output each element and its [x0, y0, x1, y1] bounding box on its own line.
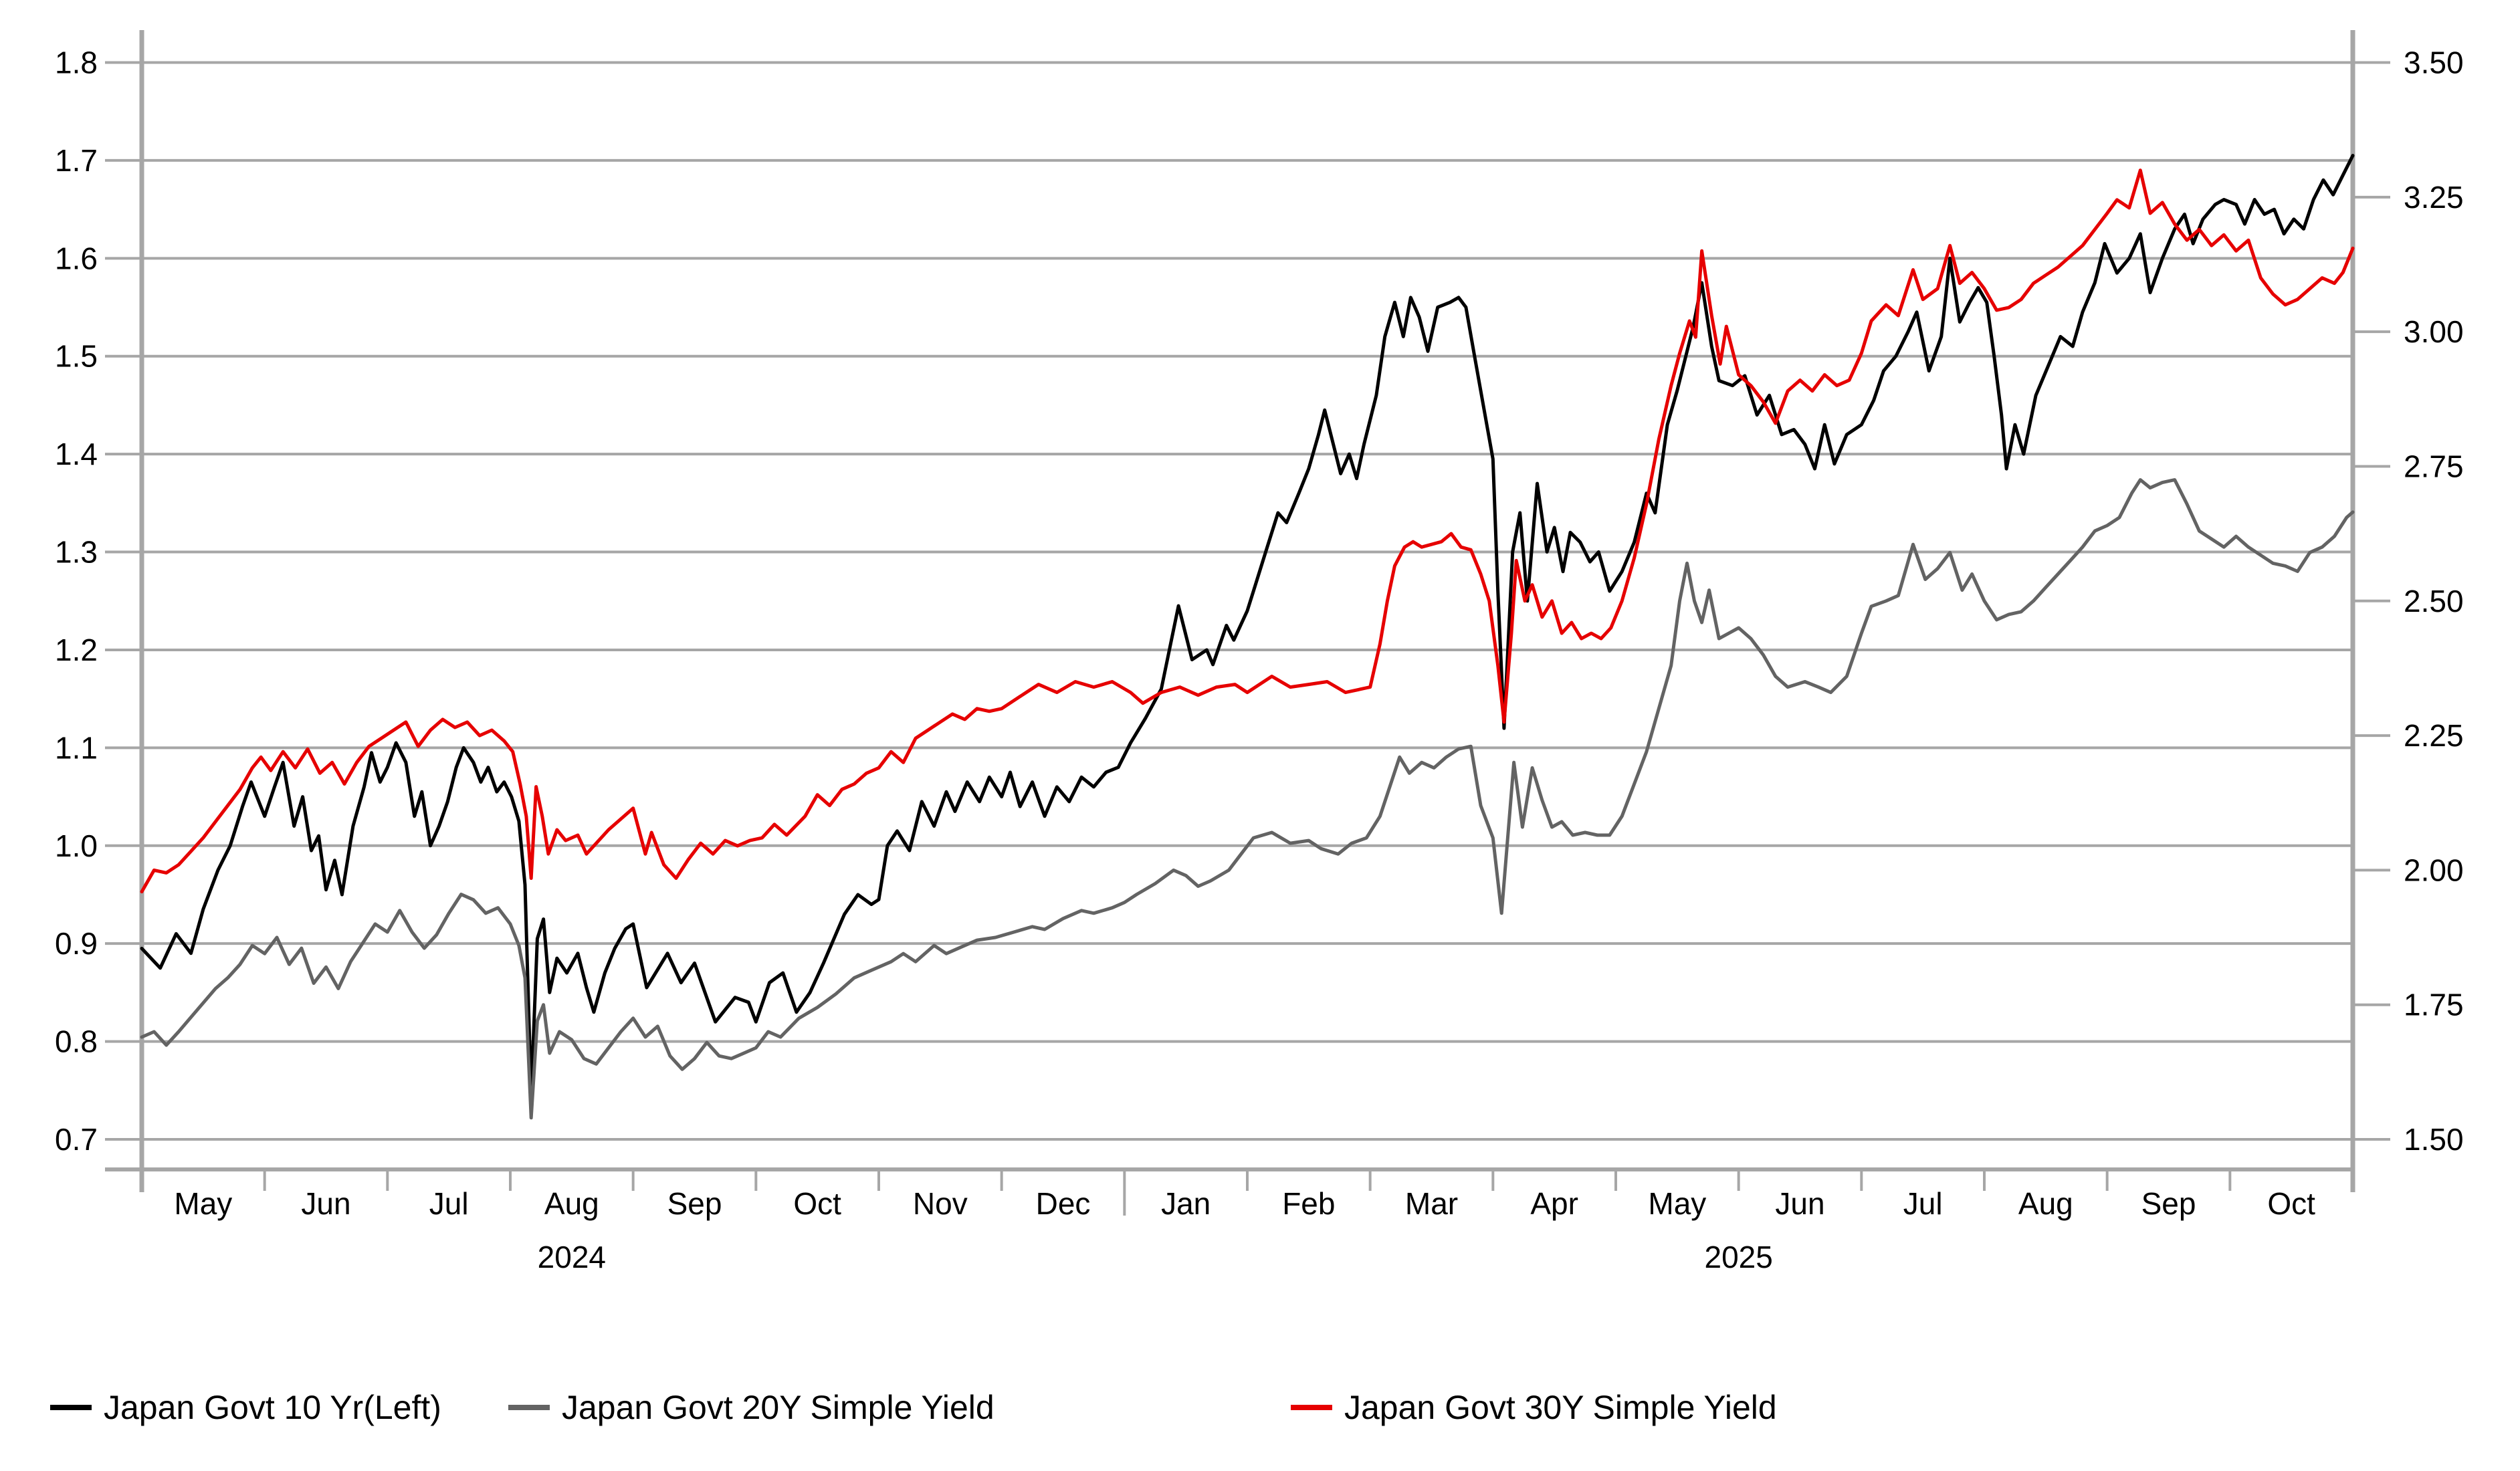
y-axis-label-right: 2.50 [2404, 584, 2464, 618]
x-axis-month-label: Apr [1530, 1186, 1578, 1221]
x-axis-month-label: May [1648, 1186, 1706, 1221]
y-axis-label-left: 0.8 [55, 1024, 98, 1059]
y-axis-label-left: 0.7 [55, 1122, 98, 1157]
legend-label-20y: Japan Govt 20Y Simple Yield [562, 1389, 994, 1426]
x-axis-month-label: Sep [667, 1186, 722, 1221]
y-axis-label-left: 1.4 [55, 437, 98, 471]
x-axis-month-label: Aug [2018, 1186, 2073, 1221]
x-axis-month-label: Jan [1161, 1186, 1211, 1221]
y-axis-label-left: 1.3 [55, 535, 98, 570]
x-axis-year-label: 2024 [538, 1240, 606, 1274]
series-line-1 [140, 478, 2355, 1120]
x-axis-month-label: Nov [913, 1186, 968, 1221]
legend-item-20y: Japan Govt 20Y Simple Yield [508, 1384, 994, 1431]
y-axis-label-left: 1.2 [55, 633, 98, 667]
x-axis-year-label: 2025 [1704, 1240, 1772, 1274]
x-axis-month-label: Oct [793, 1186, 841, 1221]
y-axis-label-right: 2.25 [2404, 718, 2464, 753]
y-axis-label-left: 1.8 [55, 45, 98, 80]
x-axis-month-label: Dec [1036, 1186, 1091, 1221]
legend-item-10y: Japan Govt 10 Yr(Left) [50, 1384, 441, 1431]
y-axis-label-right: 1.75 [2404, 988, 2464, 1022]
y-axis-label-left: 1.5 [55, 339, 98, 374]
y-axis-label-right: 2.00 [2404, 853, 2464, 887]
series-line-2 [140, 168, 2355, 894]
y-axis-label-left: 1.1 [55, 730, 98, 765]
y-axis-label-right: 3.25 [2404, 180, 2464, 215]
x-axis-month-label: Sep [2141, 1186, 2196, 1221]
x-axis-month-label: Jun [301, 1186, 350, 1221]
x-axis-month-label: Aug [544, 1186, 599, 1221]
x-axis-month-label: May [174, 1186, 232, 1221]
y-axis-label-left: 1.0 [55, 828, 98, 863]
x-axis-month-label: Oct [2267, 1186, 2315, 1221]
y-axis-label-left: 1.6 [55, 241, 98, 275]
legend-label-30y: Japan Govt 30Y Simple Yield [1344, 1389, 1777, 1426]
y-axis-label-right: 1.50 [2404, 1122, 2464, 1157]
legend-dash-10y [50, 1405, 92, 1410]
y-axis-label-right: 3.50 [2404, 45, 2464, 80]
y-axis-label-right: 3.00 [2404, 314, 2464, 349]
x-axis-month-label: Jul [429, 1186, 469, 1221]
x-axis-month-label: Jul [1903, 1186, 1943, 1221]
legend-dash-30y [1291, 1405, 1332, 1410]
legend-label-10y: Japan Govt 10 Yr(Left) [104, 1389, 441, 1426]
series-line-0 [140, 154, 2355, 1097]
x-axis-month-label: Mar [1405, 1186, 1458, 1221]
y-axis-label-left: 1.7 [55, 143, 98, 178]
x-axis-month-label: Feb [1282, 1186, 1335, 1221]
legend-dash-20y [508, 1405, 550, 1410]
legend-item-30y: Japan Govt 30Y Simple Yield [1291, 1384, 1777, 1431]
chart-legend: Japan Govt 10 Yr(Left) Japan Govt 20Y Si… [0, 1384, 2520, 1438]
x-axis-month-label: Jun [1775, 1186, 1824, 1221]
y-axis-label-left: 0.9 [55, 926, 98, 961]
y-axis-label-right: 2.75 [2404, 449, 2464, 483]
